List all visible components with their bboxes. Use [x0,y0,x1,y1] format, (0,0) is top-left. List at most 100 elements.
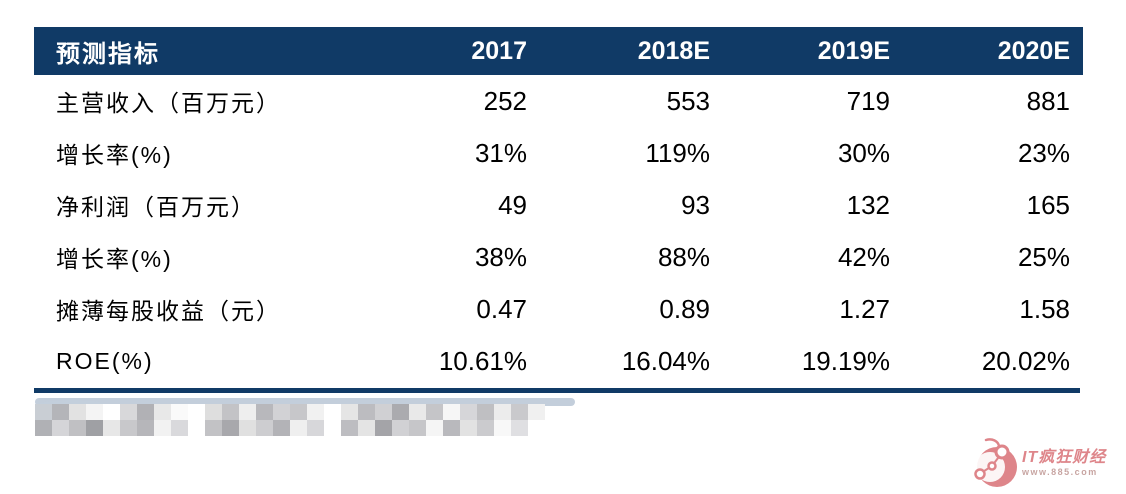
mosaic-cell [511,404,528,420]
mosaic-cell [273,420,290,436]
header-year-2019e: 2019E [723,27,903,75]
mosaic-cell [511,420,528,436]
mosaic-cell [324,420,341,436]
mosaic-cell [171,420,188,436]
site-watermark: IT疯狂财经 www.885.com [972,436,1124,490]
cell-value: 19.19% [723,335,903,387]
cell-value: 23% [903,127,1083,179]
cell-value: 553 [540,75,723,127]
mosaic-cell [409,404,426,420]
cell-value: 0.89 [540,283,723,335]
mosaic-cell [222,420,239,436]
cell-value: 20.02% [903,335,1083,387]
header-year-2017: 2017 [350,27,540,75]
mosaic-row [35,420,545,436]
row-label: 增长率(%) [34,231,350,283]
mosaic-cell [52,404,69,420]
mosaic-cell [494,404,511,420]
mosaic-cell [341,420,358,436]
mosaic-cell [477,420,494,436]
table-row-net-profit: 净利润（百万元） 49 93 132 165 [34,179,1083,231]
cell-value: 16.04% [540,335,723,387]
table-row-roe: ROE(%) 10.61% 16.04% 19.19% 20.02% [34,335,1083,387]
mosaic-cell [86,404,103,420]
mosaic-cell [86,420,103,436]
mosaic-cell [171,404,188,420]
row-label: 主营收入（百万元） [34,75,350,127]
mosaic-cell [528,420,545,436]
mosaic-cell [307,420,324,436]
mosaic-cell [205,420,222,436]
mosaic-cell [103,404,120,420]
mosaic-cell [290,404,307,420]
mosaic-cell [137,420,154,436]
mosaic-cell [460,404,477,420]
mosaic-cell [307,404,324,420]
mosaic-cell [239,404,256,420]
row-label: 摊薄每股收益（元） [34,283,350,335]
cell-value: 719 [723,75,903,127]
mosaic-cell [426,404,443,420]
mosaic-cell [69,404,86,420]
cell-value: 165 [903,179,1083,231]
table-row-profit-growth: 增长率(%) 38% 88% 42% 25% [34,231,1083,283]
mosaic-cell [324,404,341,420]
header-forecast-indicator: 预测指标 [34,27,350,75]
mosaic-cell [341,404,358,420]
redaction-pixel-blocks [35,404,545,436]
cell-value: 10.61% [350,335,540,387]
mosaic-row [35,404,545,420]
mosaic-cell [154,404,171,420]
table-row-main-revenue: 主营收入（百万元） 252 553 719 881 [34,75,1083,127]
mosaic-cell [120,404,137,420]
mosaic-cell [358,404,375,420]
cell-value: 1.58 [903,283,1083,335]
mosaic-cell [256,420,273,436]
redaction-smear [35,398,575,406]
mosaic-cell [375,420,392,436]
row-label: 净利润（百万元） [34,179,350,231]
mosaic-cell [460,420,477,436]
header-year-2018e: 2018E [540,27,723,75]
cell-value: 25% [903,231,1083,283]
mosaic-cell [494,420,511,436]
mosaic-cell [290,420,307,436]
cell-value: 38% [350,231,540,283]
mosaic-cell [103,420,120,436]
mosaic-cell [120,420,137,436]
mosaic-cell [239,420,256,436]
forecast-table: 预测指标 2017 2018E 2019E 2020E 主营收入（百万元） 25… [34,27,1083,387]
cell-value: 132 [723,179,903,231]
cell-value: 88% [540,231,723,283]
cell-value: 119% [540,127,723,179]
table-row-diluted-eps: 摊薄每股收益（元） 0.47 0.89 1.27 1.58 [34,283,1083,335]
mosaic-cell [477,404,494,420]
mosaic-cell [426,420,443,436]
table-bottom-rule [34,388,1080,393]
cell-value: 252 [350,75,540,127]
mosaic-cell [137,404,154,420]
mosaic-cell [409,420,426,436]
cell-value: 42% [723,231,903,283]
mosaic-cell [52,420,69,436]
cell-value: 31% [350,127,540,179]
row-label: 增长率(%) [34,127,350,179]
cell-value: 0.47 [350,283,540,335]
cell-value: 1.27 [723,283,903,335]
row-label: ROE(%) [34,335,350,387]
mosaic-cell [375,404,392,420]
mosaic-cell [392,404,409,420]
mosaic-cell [154,420,171,436]
mosaic-cell [256,404,273,420]
mosaic-cell [188,420,205,436]
table-row-revenue-growth: 增长率(%) 31% 119% 30% 23% [34,127,1083,179]
mosaic-cell [69,420,86,436]
mosaic-cell [273,404,290,420]
cell-value: 30% [723,127,903,179]
table-header-row: 预测指标 2017 2018E 2019E 2020E [34,27,1083,75]
cell-value: 93 [540,179,723,231]
mosaic-cell [35,420,52,436]
mosaic-cell [188,404,205,420]
header-year-2020e: 2020E [903,27,1083,75]
mosaic-cell [443,404,460,420]
